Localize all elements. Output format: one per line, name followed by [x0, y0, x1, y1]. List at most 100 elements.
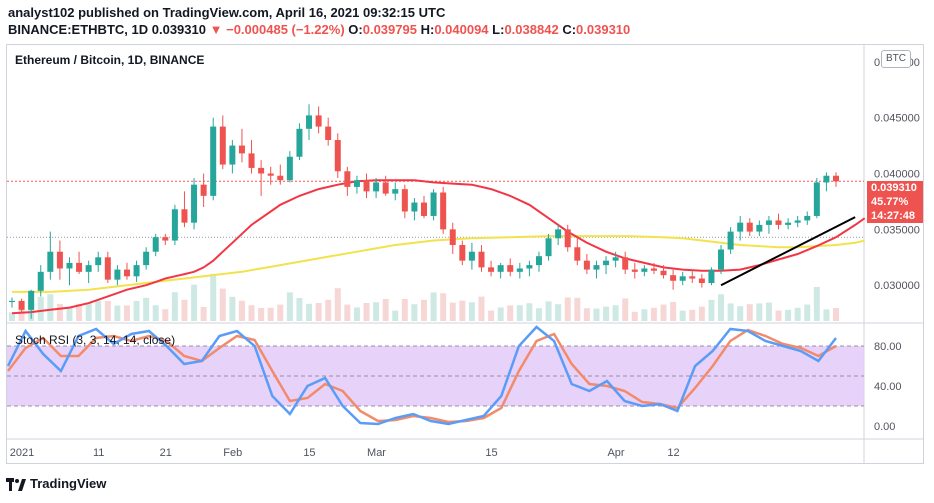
- tradingview-logo[interactable]: TradingView: [6, 476, 106, 492]
- volume-bar: [526, 303, 533, 321]
- candle-body: [344, 171, 351, 187]
- volume-bar: [123, 305, 130, 321]
- volume-bar: [421, 299, 427, 321]
- volume-bar: [162, 309, 169, 321]
- candle-body: [152, 237, 159, 252]
- volume-bar: [430, 292, 437, 321]
- low-value: 0.038842: [504, 22, 559, 37]
- candle-body: [449, 229, 456, 246]
- volume-bar: [248, 305, 255, 321]
- tradingview-logo-icon: [6, 477, 26, 492]
- candle-body: [535, 256, 542, 266]
- price-axis-tick-label: 0.030000: [874, 280, 920, 292]
- volume-bar: [219, 288, 226, 321]
- volume-bar: [210, 273, 217, 321]
- volume-bar: [181, 299, 188, 321]
- volume-bar: [315, 303, 322, 321]
- down-arrow-icon: ▼: [209, 22, 223, 37]
- volume-bar: [200, 307, 207, 321]
- candle-body: [689, 276, 696, 279]
- volume-bar: [344, 304, 351, 321]
- candle-body: [286, 156, 293, 181]
- price-axis-tick-label: 0.040000: [874, 169, 920, 181]
- volume-bar: [152, 305, 159, 321]
- publisher-line: analyst102 published on TradingView.com,…: [8, 5, 446, 20]
- candle-body: [373, 182, 380, 192]
- time-axis-tick-label: Mar: [367, 447, 386, 459]
- price-tag-countdown: 14:27:48: [871, 210, 916, 222]
- volume-bar: [171, 292, 178, 321]
- candle-body: [775, 220, 782, 225]
- volume-bar: [382, 299, 389, 321]
- candle-body: [238, 145, 245, 154]
- candle-body: [804, 215, 811, 221]
- candle-body: [334, 139, 341, 172]
- candle-body: [765, 220, 772, 225]
- volume-bar: [794, 307, 801, 321]
- volume-bar: [459, 300, 466, 321]
- volume-bar: [191, 284, 198, 321]
- candle-body: [813, 182, 820, 216]
- slow-moving-average-line: [12, 235, 865, 293]
- time-axis-tick-label: 15: [303, 447, 315, 459]
- volume-bar: [603, 306, 610, 321]
- candle-body: [76, 262, 83, 272]
- candle-body: [392, 189, 399, 194]
- volume-bar: [765, 302, 772, 321]
- volume-bar: [104, 301, 111, 321]
- low-label: L:: [492, 22, 505, 37]
- candle-body: [18, 300, 25, 310]
- volume-bar: [392, 310, 399, 321]
- candle-body: [267, 173, 274, 176]
- candle-body: [9, 300, 15, 303]
- currency-badge[interactable]: BTC: [881, 50, 911, 68]
- volume-bar: [583, 308, 590, 321]
- volume-bar: [373, 302, 380, 321]
- candle-body: [545, 238, 552, 257]
- volume-bar: [37, 296, 44, 321]
- open-value: 0.039795: [362, 22, 417, 37]
- high-label: H:: [420, 22, 435, 37]
- candle-body: [143, 251, 150, 266]
- candle-body: [670, 275, 677, 281]
- candle-body: [210, 126, 217, 196]
- candle-body: [229, 145, 236, 165]
- volume-bar: [353, 307, 360, 321]
- last-price-tag: 0.039310 45.77% 14:27:48: [867, 181, 923, 223]
- volume-bar: [411, 304, 418, 321]
- volume-bar: [306, 303, 313, 321]
- candle-body: [593, 265, 600, 270]
- price-axis-tick-label: 0.045000: [874, 113, 920, 125]
- time-axis-tick-label: 11: [93, 447, 104, 459]
- volume-bar: [258, 308, 265, 321]
- volume-bar: [468, 302, 475, 321]
- candle-body: [306, 115, 313, 129]
- volume-bar: [593, 308, 600, 321]
- price-tag-percent: 45.77%: [871, 196, 909, 208]
- volume-bar: [679, 310, 686, 321]
- symbol-name[interactable]: BINANCE:ETHBTC, 1D: [8, 22, 149, 37]
- candle-body: [679, 276, 686, 281]
- candle-body: [507, 265, 514, 272]
- volume-bar: [574, 297, 581, 321]
- candle-body: [737, 222, 744, 232]
- tradingview-logo-text: TradingView: [30, 476, 107, 491]
- volume-bar: [689, 309, 696, 321]
- volume-bar: [737, 306, 744, 321]
- candle-body: [114, 269, 121, 280]
- volume-bar: [95, 300, 102, 321]
- candle-body: [95, 257, 102, 266]
- volume-bar: [9, 312, 15, 321]
- candle-body: [650, 268, 657, 271]
- candle-body: [583, 260, 590, 270]
- volume-bar: [56, 304, 63, 321]
- time-axis-tick-label: 21: [160, 447, 172, 459]
- volume-bar: [488, 310, 495, 321]
- candle-body: [440, 192, 447, 230]
- volume-bar: [66, 308, 73, 321]
- candle-body: [133, 265, 140, 277]
- candle-body: [104, 257, 111, 280]
- candle-body: [353, 180, 360, 187]
- open-label: O:: [348, 22, 363, 37]
